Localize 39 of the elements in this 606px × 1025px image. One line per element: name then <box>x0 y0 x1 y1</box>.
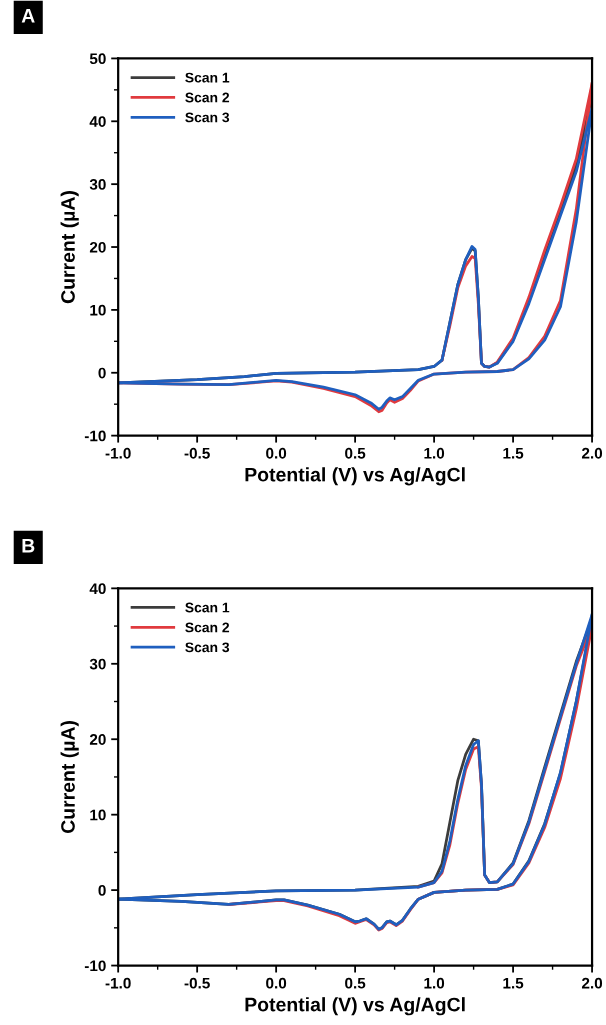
x-tick-label: 2.0 <box>581 447 603 459</box>
x-tick-label: 1.0 <box>424 447 445 459</box>
y-tick-label: -10 <box>84 430 106 442</box>
x-tick-label: 1.0 <box>424 977 445 989</box>
x-tick-label: 0.0 <box>266 977 287 989</box>
y-axis-title: Current (µA) <box>60 721 79 834</box>
x-axis-title: Potential (V) vs Ag/AgCl <box>245 997 465 1016</box>
y-tick-label: 10 <box>90 304 106 316</box>
legend-label: Scan 1 <box>185 602 230 613</box>
x-tick-label: 0.5 <box>345 447 366 459</box>
y-tick-label: 40 <box>89 583 106 595</box>
legend-label: Scan 2 <box>185 622 230 633</box>
y-tick-label: -10 <box>84 960 106 972</box>
legend-label: Scan 2 <box>185 92 230 103</box>
x-tick-label: 0.5 <box>345 977 366 989</box>
x-tick-label: 1.5 <box>503 447 524 459</box>
y-tick-label: 30 <box>89 658 106 670</box>
y-tick-label: 40 <box>89 116 106 127</box>
y-tick-label: 20 <box>89 734 106 745</box>
legend-label: Scan 3 <box>185 112 230 123</box>
x-tick-label: 2.0 <box>581 977 603 989</box>
y-tick-label: 0 <box>98 884 106 896</box>
x-tick-label: 0.0 <box>266 447 287 459</box>
x-tick-label: -0.5 <box>184 447 210 459</box>
x-axis-title: Potential (V) vs Ag/AgCl <box>245 467 465 486</box>
y-tick-label: 30 <box>89 179 106 190</box>
x-tick-label: -1.0 <box>105 977 131 989</box>
legend-label: Scan 1 <box>185 72 230 83</box>
y-tick-label: 20 <box>89 241 106 253</box>
y-axis-title: Current (µA) <box>60 191 79 304</box>
legend-label: Scan 3 <box>185 642 230 653</box>
x-tick-label: 1.5 <box>503 977 524 989</box>
text: B <box>22 539 35 553</box>
x-tick-label: -0.5 <box>184 977 210 989</box>
y-tick-label: 50 <box>89 53 106 65</box>
y-tick-label: 10 <box>90 809 106 821</box>
text: A <box>21 9 35 23</box>
x-tick-label: -1.0 <box>105 447 131 459</box>
y-tick-label: 0 <box>98 367 106 379</box>
